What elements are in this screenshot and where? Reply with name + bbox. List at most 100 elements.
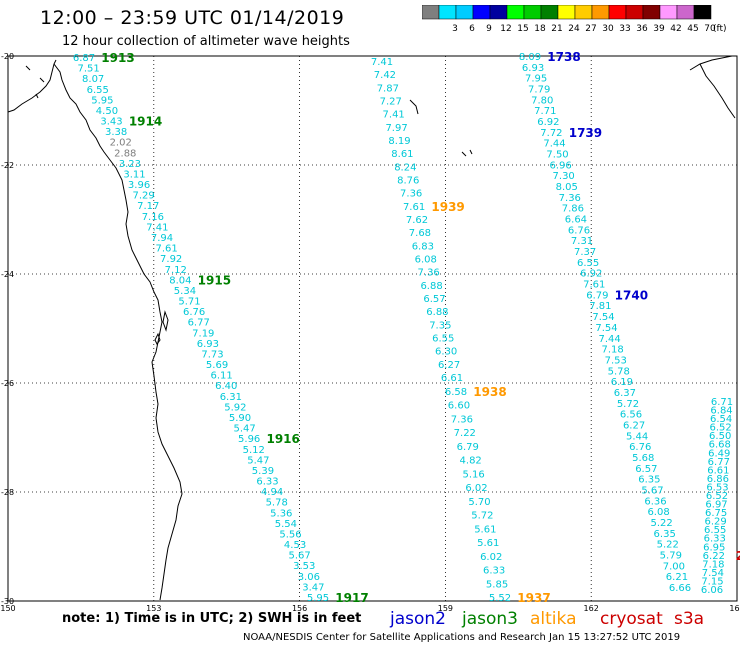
wave-height-value: 6.75	[705, 508, 727, 519]
wave-height-value: 6.29	[705, 517, 727, 528]
pass-time-label: 1740	[615, 288, 648, 302]
map-title: 12:00 – 23:59 UTC 01/14/2019	[40, 7, 345, 29]
colorbar-tick-label: 9	[486, 24, 492, 34]
wave-height-value: 5.36	[270, 508, 292, 519]
wave-height-value: 7.53	[605, 355, 627, 366]
wave-height-value: 7.95	[525, 74, 547, 85]
wave-height-value: 5.22	[650, 518, 672, 529]
wave-height-value: 6.76	[568, 225, 590, 236]
wave-height-value: 7.37	[574, 247, 596, 258]
wave-height-value: 5.70	[468, 497, 490, 508]
legend-note: note: 1) Time is in UTC; 2) SWH is in fe…	[62, 611, 362, 626]
legend: note: 1) Time is in UTC; 2) SWH is in fe…	[0, 609, 740, 631]
legend-s3a: s3a	[674, 609, 705, 629]
track-time-labels: 1913 1914 1915 1916 1917 1939 1938 1937 1738 1739…	[101, 50, 740, 605]
wave-height-value: 5.34	[174, 286, 196, 297]
longitude-tick-label: 150	[0, 604, 15, 613]
credit-line: NOAA/NESDIS Center for Satellite Applica…	[243, 632, 681, 643]
wave-height-value: 7.92	[160, 254, 182, 265]
australia-coastline	[7, 59, 183, 601]
wave-height-value: 5.90	[229, 413, 251, 424]
wave-height-value: 8.61	[391, 149, 413, 160]
wave-height-value: 7.36	[418, 268, 440, 279]
wave-height-value: 7.41	[371, 57, 393, 68]
wave-height-value: 7.22	[454, 428, 476, 439]
wave-height-value: 5.96	[238, 434, 260, 445]
wave-height-value: 6.61	[707, 465, 729, 476]
latitude-tick-label: -20	[1, 52, 14, 61]
colorbar: 3 6 9 12 15 18 21 24 27 30 33 36 39 42 45 70(ft)	[422, 5, 727, 34]
wave-height-value: 7.73	[201, 349, 223, 360]
wave-height-value: 3.06	[298, 572, 320, 583]
wave-height-value: 8.07	[82, 74, 104, 85]
latitude-tick-label: -30	[1, 597, 14, 606]
wave-height-value: 6.33	[483, 566, 505, 577]
wave-height-value: 7.19	[192, 328, 214, 339]
wave-height-value: 7.44	[598, 334, 620, 345]
wave-height-value: 6.08	[415, 255, 437, 266]
wave-height-value: 7.54	[592, 312, 614, 323]
wave-height-value: 6.61	[441, 373, 463, 384]
wave-height-value: 5.67	[641, 485, 663, 496]
pass-time-label: 1914	[129, 115, 162, 129]
colorbar-tick-label: 30	[602, 24, 614, 34]
wave-height-value: 5.85	[486, 579, 508, 590]
wave-height-value: 5.78	[608, 366, 630, 377]
wave-height-value: 4.82	[460, 456, 482, 467]
colorbar-tick-label: 70	[704, 24, 716, 34]
wave-height-value: 6.84	[710, 406, 732, 417]
wave-height-value: 6.35	[654, 529, 676, 540]
colorbar-unit: (ft)	[713, 24, 727, 34]
wave-height-value: 6.52	[706, 491, 728, 502]
wave-height-value: 6.56	[620, 410, 642, 421]
wave-height-value: 7.71	[534, 106, 556, 117]
wave-height-value: 5.69	[206, 360, 228, 371]
pass-time-label: 1738	[547, 50, 580, 64]
wave-height-value: 6.60	[448, 401, 470, 412]
map-frame	[7, 55, 738, 602]
wave-height-value: 3.47	[302, 582, 324, 593]
graticule: 150 153 156 159 162 165 -20 -22 -24 -26 -28 -30	[0, 52, 740, 613]
wave-height-value: 6.55	[577, 258, 599, 269]
chesterfield-reef	[409, 99, 473, 157]
longitude-tick-label: 159	[438, 604, 453, 613]
track-1939: 7.41 7.42 7.87 7.27 7.41 7.97 8.19 8.61 8.24 8.76…	[371, 57, 463, 384]
wave-height-value: 6.57	[635, 464, 657, 475]
pass-time-label: 1913	[101, 51, 134, 65]
colorbar-tick-label: 12	[500, 24, 511, 34]
wave-height-value: 6.37	[614, 388, 636, 399]
wave-height-value: 4.50	[96, 106, 118, 117]
wave-height-value: 7.42	[374, 70, 396, 81]
wave-height-value: 6.77	[708, 457, 730, 468]
wave-height-value: 6.76	[183, 307, 205, 318]
wave-height-value: 6.27	[438, 360, 460, 371]
wave-height-value: 7.31	[571, 236, 593, 247]
wave-height-value: 6.55	[87, 85, 109, 96]
new-caledonia-coastline	[689, 55, 736, 119]
wave-height-value: 6.40	[215, 381, 237, 392]
legend-cryosat: cryosat	[600, 609, 663, 629]
wave-height-value: 4.53	[284, 540, 306, 551]
legend-altika: altika	[530, 609, 577, 629]
wave-height-value: 2.88	[114, 148, 136, 159]
wave-height-value: 6.50	[709, 431, 731, 442]
colorbar-swatch	[693, 5, 712, 20]
wave-height-value: 6.64	[565, 215, 587, 226]
wave-height-value: 7.16	[142, 212, 164, 223]
pass-time-label: 22	[735, 549, 740, 563]
wave-height-value: 6.68	[709, 440, 731, 451]
wave-height-value: 5.47	[247, 455, 269, 466]
wave-height-value: 5.12	[243, 445, 265, 456]
wave-height-value: 6.88	[426, 307, 448, 318]
wave-height-value: 7.61	[583, 280, 605, 291]
wave-height-value: 5.61	[477, 538, 499, 549]
wave-height-value: 7.18	[702, 559, 724, 570]
latitude-tick-label: -28	[1, 488, 14, 497]
latitude-tick-label: -24	[1, 270, 14, 279]
wave-height-value: 5.92	[224, 402, 246, 413]
wave-height-value: 7.35	[429, 320, 451, 331]
wave-height-value: 7.00	[663, 561, 685, 572]
track-s3a: 6.716.846.546.526.506.686.496.776.616.86…	[701, 397, 733, 596]
wave-height-value: 3.38	[105, 127, 127, 138]
wave-height-value: 6.95	[703, 542, 725, 553]
